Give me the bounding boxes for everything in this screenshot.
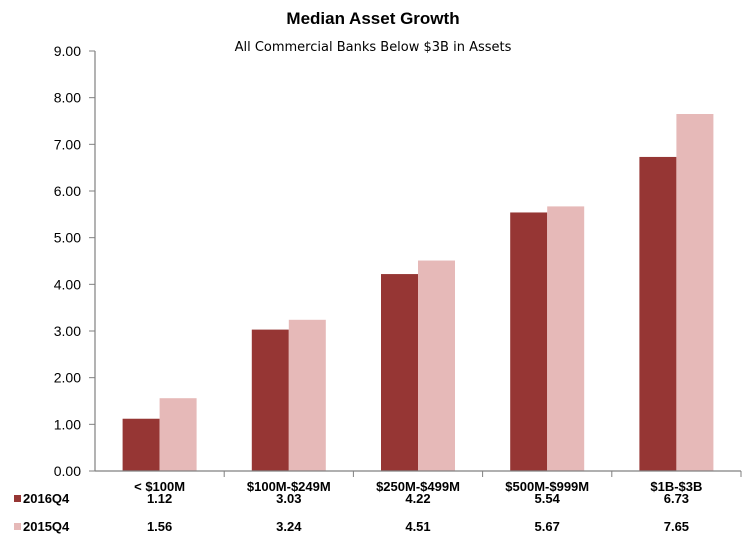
data-table-cell: 3.03 [276, 491, 301, 506]
data-table: 2016Q4 1.12 3.03 4.22 5.54 6.73 2015Q4 1.56 3.24… [14, 491, 689, 534]
data-table-cell: 1.12 [147, 491, 172, 506]
y-tick-label: 8.00 [54, 90, 81, 106]
legend-label-2015q4: 2015Q4 [23, 519, 70, 534]
legend-label-2016q4: 2016Q4 [23, 491, 70, 506]
y-tick-label: 9.00 [54, 43, 81, 59]
x-tick-label: < $100M [134, 479, 185, 494]
data-table-cell: 4.22 [405, 491, 430, 506]
bar-2016q4-4 [639, 156, 677, 471]
data-table-cell: 5.67 [535, 519, 560, 534]
y-tick-label: 6.00 [54, 183, 81, 199]
data-table-cell: 3.24 [276, 519, 302, 534]
bar-2015q4-0 [159, 398, 197, 471]
x-tick-label: $250M-$499M [376, 479, 460, 494]
bar-2016q4-3 [510, 212, 548, 471]
legend-key-2016q4 [14, 495, 21, 502]
data-table-cell: 6.73 [664, 491, 689, 506]
bar-2015q4-4 [676, 114, 714, 471]
data-table-cell: 7.65 [664, 519, 689, 534]
x-axis: < $100M $100M-$249M $250M-$499M $500M-$999M… [95, 470, 742, 494]
y-tick-label: 0.00 [54, 463, 81, 479]
legend-key-2015q4 [14, 523, 21, 530]
y-tick-label: 4.00 [54, 276, 81, 292]
y-tick-label: 5.00 [54, 230, 81, 246]
bar-2015q4-1 [288, 319, 326, 471]
data-table-cell: 1.56 [147, 519, 172, 534]
x-tick-label: $100M-$249M [247, 479, 331, 494]
data-table-cell: 5.54 [535, 491, 561, 506]
y-tick-label: 1.00 [54, 416, 81, 432]
y-tick-label: 2.00 [54, 370, 81, 386]
bar-2016q4-2 [381, 274, 418, 471]
y-axis: 0.00 1.00 2.00 3.00 4.00 5.00 6.00 7.00 8.00 9.00 [54, 43, 96, 479]
chart-subtitle: All Commercial Banks Below $3B in Assets [235, 40, 512, 55]
bars [122, 114, 714, 471]
bar-2015q4-3 [547, 206, 585, 471]
data-table-cell: 4.51 [405, 519, 430, 534]
bar-2015q4-2 [418, 260, 455, 471]
bar-2016q4-0 [122, 418, 160, 471]
bar-2016q4-1 [251, 329, 289, 471]
chart-title: Median Asset Growth [286, 9, 459, 28]
y-tick-label: 3.00 [54, 323, 81, 339]
x-tick-label: $1B-$3B [650, 479, 702, 494]
x-tick-label: $500M-$999M [505, 479, 589, 494]
y-tick-label: 7.00 [54, 136, 81, 152]
